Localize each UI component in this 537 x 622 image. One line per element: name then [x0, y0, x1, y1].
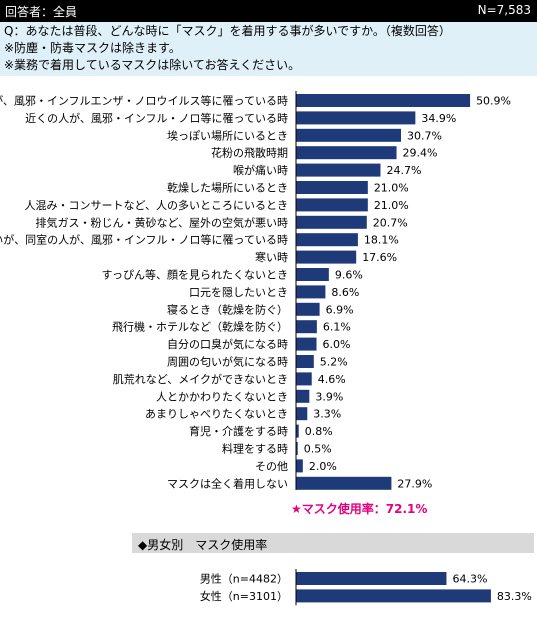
value-label: 6.1% [323, 321, 351, 334]
value-label: 0.5% [304, 443, 332, 456]
value-label: 8.6% [331, 286, 359, 299]
bar [296, 372, 312, 386]
gender-usage-bar-chart: 男性（n=4482） 64.3% 女性（n=3101） 83.3% [200, 569, 532, 606]
category-label: 育児・介護をする時 [189, 424, 288, 438]
sample-size: N=7,583 [477, 3, 531, 17]
value-label: 6.9% [326, 303, 354, 316]
bar [296, 146, 397, 160]
value-label: 3.9% [315, 390, 343, 403]
value-label: 21.0% [374, 182, 409, 195]
value-label: 3.3% [313, 408, 341, 421]
bar [296, 181, 368, 194]
value-label: 0.8% [305, 425, 333, 438]
category-label: 排気ガス・粉じん・黄砂など、屋外の空気が悪い時 [36, 215, 288, 229]
bar [296, 476, 392, 490]
category-label: 料理をする時 [222, 442, 288, 456]
bar [296, 589, 491, 603]
bar [296, 198, 368, 212]
bar [296, 111, 416, 125]
question-note-1: ※防塵・防毒マスクは除きます。 [4, 41, 181, 55]
bar [296, 355, 314, 368]
bar [296, 407, 308, 421]
category-label: 男性（n=4482） [200, 572, 288, 586]
category-label: 近くはないが、同室の人が、風邪・インフル・ノロ等に罹っている時 [0, 233, 288, 247]
mask-usage-rate-note: ★マスク使用率：72.1% [291, 502, 428, 516]
bar [296, 424, 299, 438]
value-label: 50.9% [476, 95, 511, 108]
bar [296, 128, 401, 142]
bar [296, 442, 298, 455]
bar [296, 337, 317, 351]
category-label: 埃っぽい場所にいるとき [167, 128, 288, 142]
category-label: 口元を隠したいとき [189, 286, 288, 299]
value-label: 27.9% [397, 477, 432, 490]
value-label: 17.6% [362, 251, 397, 264]
value-label: 20.7% [373, 216, 408, 229]
category-label: 花粉の飛散時期 [211, 146, 288, 160]
category-label: 周囲の匂いが気になる時 [167, 355, 288, 369]
value-label: 6.0% [323, 338, 351, 351]
value-label: 2.0% [309, 460, 337, 473]
value-label: 30.7% [407, 129, 442, 142]
category-label: 飛行機・ホテルなど（乾燥を防ぐ） [112, 320, 288, 334]
category-label: あまりしゃべりたくないとき [145, 408, 288, 421]
bar [296, 163, 381, 177]
bar [296, 233, 358, 247]
bar [296, 320, 317, 334]
category-label: 自分の口臭が気になる時 [167, 337, 288, 351]
gender-section-title: ◆男女別 マスク使用率 [132, 533, 534, 553]
bar [296, 285, 326, 299]
question-box: Q：あなたは普段、どんな時に「マスク」を着用する事が多いですか。（複数回答） ※… [0, 22, 537, 76]
header-bar: 回答者：全員 N=7,583 [0, 0, 537, 22]
category-label: 喉が痛い時 [233, 163, 288, 177]
question-text: Q：あなたは普段、どんな時に「マスク」を着用する事が多いですか。（複数回答） [4, 24, 451, 38]
category-label: 人とかかわりたくないとき [156, 390, 288, 403]
category-label: 人混み・コンサートなど、人の多いところにいるとき [25, 198, 288, 212]
value-label: 83.3% [497, 590, 532, 603]
bar [296, 250, 357, 264]
bar [296, 302, 320, 316]
respondents-label: 回答者：全員 [5, 5, 78, 19]
value-label: 4.6% [318, 373, 346, 386]
category-label: 女性（n=3101） [200, 589, 288, 603]
value-label: 9.6% [335, 269, 363, 282]
category-label: 寝るとき（乾燥を防ぐ） [167, 302, 288, 316]
category-label: すっぴん等、顔を見られたくないとき [101, 268, 288, 282]
usage-scenes-bar-chart: 自分が、風邪・インフルエンザ・ノロウイルス等に罹っている時 50.9% 近くの人が、… [0, 91, 511, 490]
value-label: 34.9% [421, 112, 456, 125]
category-label: 乾燥した場所にいるとき [167, 182, 288, 195]
bar [296, 215, 367, 229]
value-label: 29.4% [403, 147, 438, 160]
bar [296, 268, 329, 281]
category-label: 近くの人が、風邪・インフル・ノロ等に罹っている時 [25, 111, 288, 125]
value-label: 18.1% [364, 234, 399, 247]
bar [296, 459, 303, 473]
category-label: 肌荒れなど、メイクができないとき [113, 372, 288, 386]
bar [296, 94, 471, 107]
bar [296, 572, 447, 585]
category-label: 寒い時 [255, 250, 288, 264]
value-label: 5.2% [320, 356, 348, 369]
bar [296, 389, 310, 403]
category-label: 自分が、風邪・インフルエンザ・ノロウイルス等に罹っている時 [0, 94, 288, 108]
category-label: その他 [255, 460, 288, 473]
question-note-2: ※業務で着用しているマスクは除いてお答えください。 [4, 58, 301, 72]
value-label: 24.7% [386, 164, 421, 177]
value-label: 21.0% [374, 199, 409, 212]
category-label: マスクは全く着用しない [167, 476, 288, 490]
value-label: 64.3% [452, 573, 487, 586]
